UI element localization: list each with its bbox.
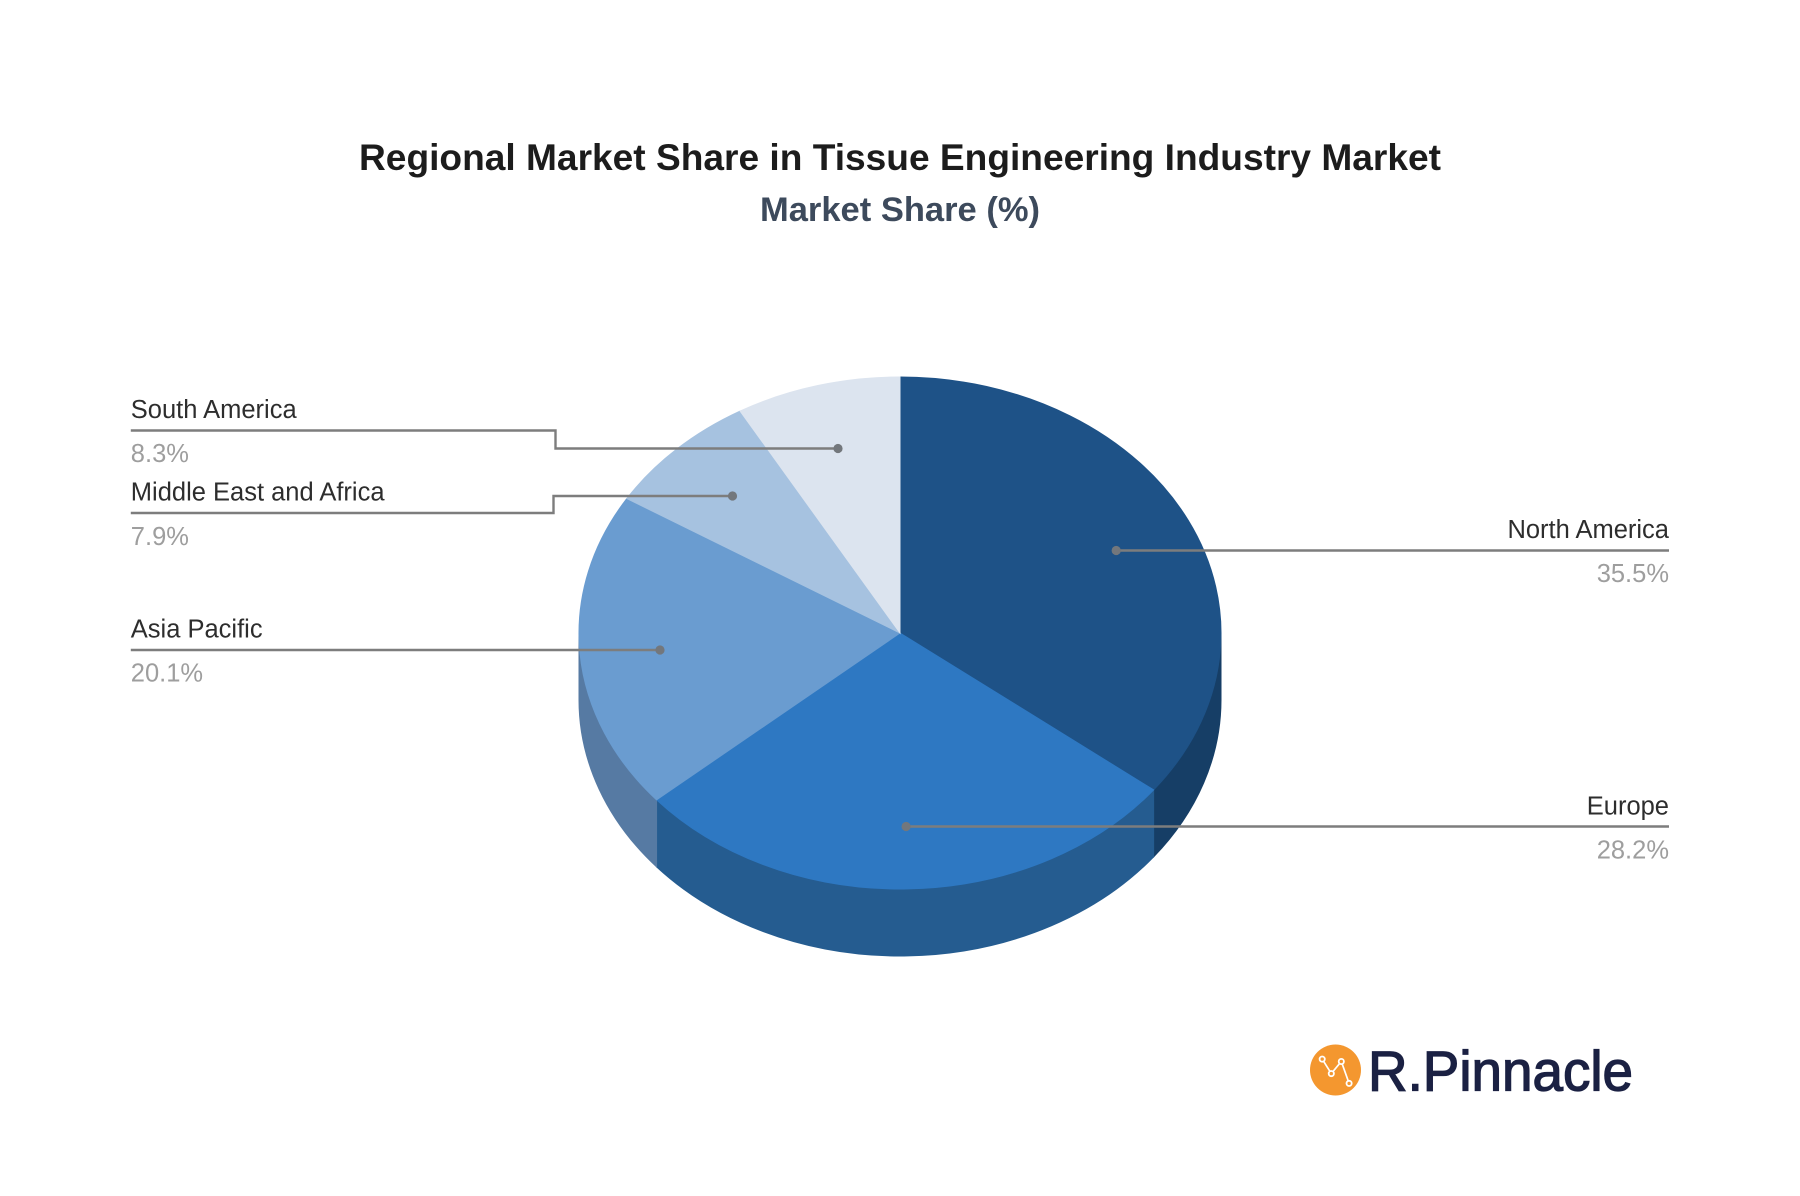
svg-text:Europe: Europe [1587,793,1669,821]
svg-text:R.Pinnacle: R.Pinnacle [1368,1040,1633,1103]
svg-text:Middle East and Africa: Middle East and Africa [131,479,386,507]
svg-text:Market Share (%): Market Share (%) [760,191,1040,229]
svg-text:7.9%: 7.9% [131,523,189,551]
svg-text:Asia Pacific: Asia Pacific [131,616,263,644]
svg-text:28.2%: 28.2% [1597,837,1669,865]
svg-text:North America: North America [1507,516,1669,544]
svg-text:20.1%: 20.1% [131,660,203,688]
svg-text:35.5%: 35.5% [1597,560,1669,588]
svg-text:Regional Market Share in Tissu: Regional Market Share in Tissue Engineer… [359,137,1441,178]
svg-text:8.3%: 8.3% [131,440,189,468]
svg-text:South America: South America [131,396,298,424]
